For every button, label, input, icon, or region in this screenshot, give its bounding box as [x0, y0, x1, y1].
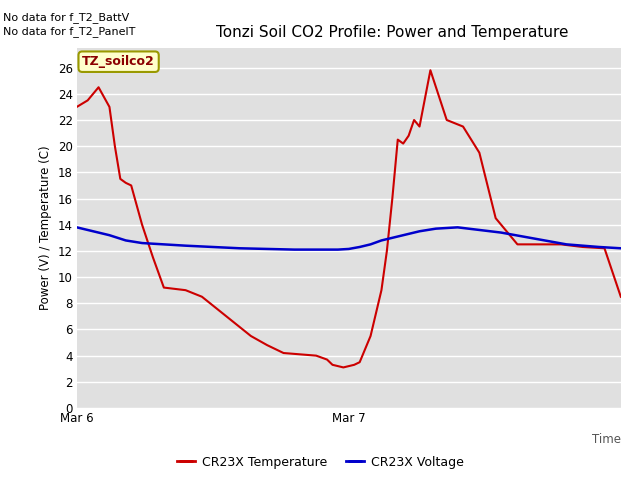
Y-axis label: Power (V) / Temperature (C): Power (V) / Temperature (C): [39, 146, 52, 310]
Text: Time: Time: [592, 433, 621, 446]
Title: Tonzi Soil CO2 Profile: Power and Temperature: Tonzi Soil CO2 Profile: Power and Temper…: [216, 25, 568, 40]
Text: TZ_soilco2: TZ_soilco2: [82, 55, 155, 68]
Text: No data for f_T2_BattV: No data for f_T2_BattV: [3, 12, 129, 23]
Text: No data for f_T2_PanelT: No data for f_T2_PanelT: [3, 26, 136, 37]
Legend: CR23X Temperature, CR23X Voltage: CR23X Temperature, CR23X Voltage: [172, 451, 468, 474]
